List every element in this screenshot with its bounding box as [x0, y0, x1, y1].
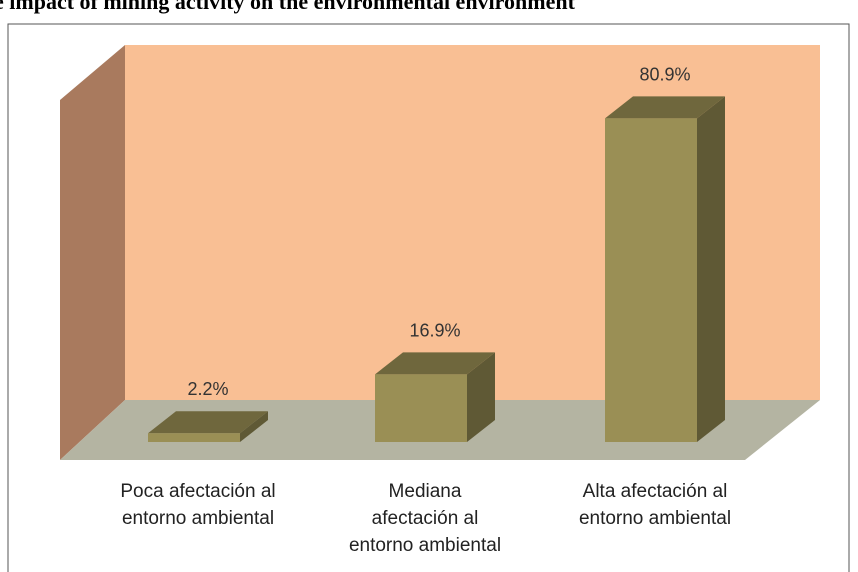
value-label: 80.9% — [639, 64, 690, 84]
bar-side — [697, 96, 725, 443]
bar — [375, 352, 495, 442]
bar-front — [148, 433, 240, 442]
value-label: 2.2% — [187, 379, 228, 399]
bar-front — [605, 118, 697, 443]
category-label: Mediana afectación al entorno ambiental — [348, 481, 502, 556]
bar-top — [605, 96, 725, 119]
category-label: Alta afectación al entorno ambiental — [578, 481, 732, 529]
bar-top — [375, 352, 495, 375]
bar-front — [375, 374, 467, 442]
bar-top — [148, 411, 268, 434]
value-label: 16.9% — [409, 320, 460, 340]
bar-side — [467, 352, 495, 442]
side-wall — [60, 45, 125, 460]
frame — [7, 23, 850, 572]
chart-title: e impact of mining activity on the envir… — [0, 0, 575, 14]
bar — [148, 411, 268, 442]
bar — [605, 96, 725, 443]
category-label: Poca afectación al entorno ambiental — [120, 481, 276, 529]
bar-side — [240, 411, 268, 442]
